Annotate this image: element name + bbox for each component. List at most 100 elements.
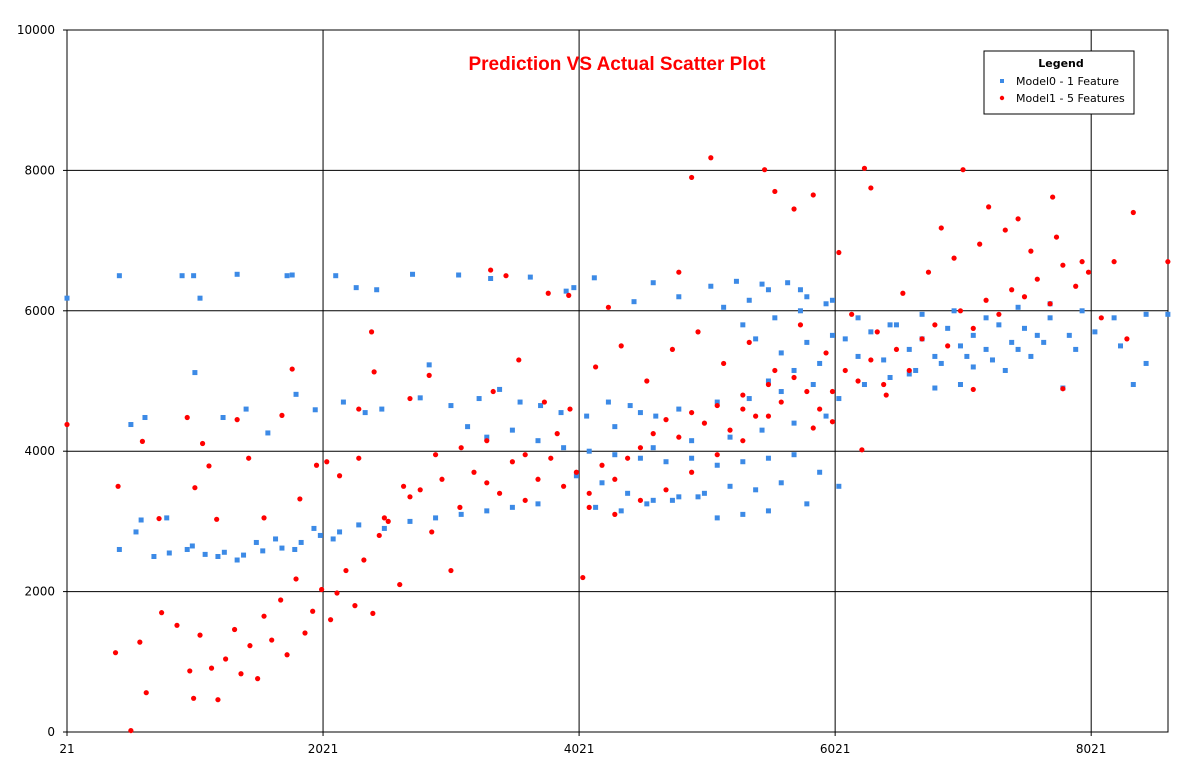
x-tick-label: 2021	[308, 742, 339, 756]
data-point	[663, 459, 669, 465]
data-point	[164, 515, 170, 521]
data-point	[319, 586, 325, 593]
data-point	[368, 329, 375, 335]
data-point	[868, 357, 874, 363]
legend-box	[983, 50, 1135, 115]
data-point	[591, 275, 597, 281]
data-point	[823, 413, 829, 419]
data-point	[593, 364, 599, 370]
data-point	[538, 403, 544, 409]
data-point	[829, 419, 836, 425]
data-point	[829, 332, 835, 338]
data-point	[714, 452, 720, 458]
data-point	[311, 525, 317, 531]
data-point	[407, 518, 413, 524]
data-point	[721, 304, 727, 310]
data-point	[558, 410, 564, 416]
data-point	[545, 290, 551, 296]
data-point	[64, 295, 70, 301]
data-point	[778, 389, 784, 395]
data-point	[701, 490, 707, 496]
data-point	[605, 399, 611, 405]
data-point	[785, 280, 791, 286]
data-point	[957, 382, 963, 388]
data-point	[765, 508, 771, 514]
data-point	[900, 290, 906, 296]
data-point	[580, 574, 586, 581]
data-point	[791, 420, 797, 426]
data-point	[753, 487, 759, 493]
data-point	[448, 567, 454, 574]
data-point	[1079, 259, 1085, 265]
data-point	[191, 273, 197, 279]
data-point	[625, 490, 631, 496]
data-point	[356, 522, 362, 528]
data-point	[1021, 294, 1028, 300]
data-point	[714, 462, 720, 468]
data-point	[817, 406, 823, 412]
data-point	[138, 517, 144, 523]
data-point	[234, 557, 240, 563]
data-point	[650, 445, 656, 451]
data-point	[761, 167, 768, 173]
data-point	[1009, 339, 1015, 345]
data-point	[426, 362, 432, 368]
data-point	[740, 438, 746, 444]
data-point	[64, 421, 70, 428]
data-point	[797, 308, 803, 314]
data-point	[932, 322, 938, 328]
data-point	[1130, 382, 1136, 388]
legend-label-model0: Model0 - 1 Feature	[1016, 75, 1119, 88]
y-axis-ticks: 0 2000 4000 6000 8000 10000	[17, 23, 67, 739]
data-point	[893, 346, 900, 353]
data-point	[714, 515, 720, 521]
data-point	[293, 391, 299, 397]
data-point	[371, 369, 377, 375]
data-point	[625, 455, 631, 461]
data-point	[566, 292, 572, 298]
data-point	[197, 295, 203, 301]
data-point	[567, 406, 573, 412]
data-point	[612, 424, 618, 430]
data-point	[1034, 276, 1040, 282]
data-point	[1079, 308, 1085, 314]
data-point	[509, 459, 515, 465]
data-point	[429, 529, 435, 535]
data-point	[983, 315, 989, 321]
data-point	[184, 546, 190, 552]
data-point	[1130, 209, 1136, 216]
data-point	[128, 422, 134, 428]
data-point	[561, 483, 567, 489]
data-point	[951, 308, 957, 314]
data-point	[695, 329, 701, 335]
data-point	[836, 396, 842, 402]
data-point	[714, 402, 720, 409]
data-point	[220, 415, 226, 421]
x-axis-ticks: 21 2021 4021 6021 8021	[59, 732, 1106, 756]
data-point	[255, 676, 261, 682]
data-point	[804, 294, 810, 300]
data-point	[527, 274, 533, 280]
data-point	[448, 403, 454, 409]
data-point	[1034, 332, 1040, 338]
data-point	[426, 372, 432, 378]
series-1	[64, 155, 1171, 734]
data-point	[593, 504, 599, 510]
data-point	[727, 434, 733, 440]
data-point	[541, 399, 547, 405]
data-point	[310, 608, 316, 614]
data-point	[627, 403, 633, 409]
data-point	[293, 576, 299, 582]
data-point	[535, 476, 541, 482]
legend: Legend Model0 - 1 Feature Model1 - 5 Fea…	[983, 50, 1135, 115]
data-point	[199, 440, 206, 447]
data-point	[829, 388, 836, 395]
data-point	[612, 511, 618, 517]
data-point	[116, 273, 122, 279]
data-point	[753, 336, 759, 342]
data-point	[352, 603, 358, 609]
data-point	[906, 367, 912, 374]
data-point	[116, 546, 122, 552]
data-point	[650, 431, 656, 437]
data-point	[343, 567, 349, 574]
